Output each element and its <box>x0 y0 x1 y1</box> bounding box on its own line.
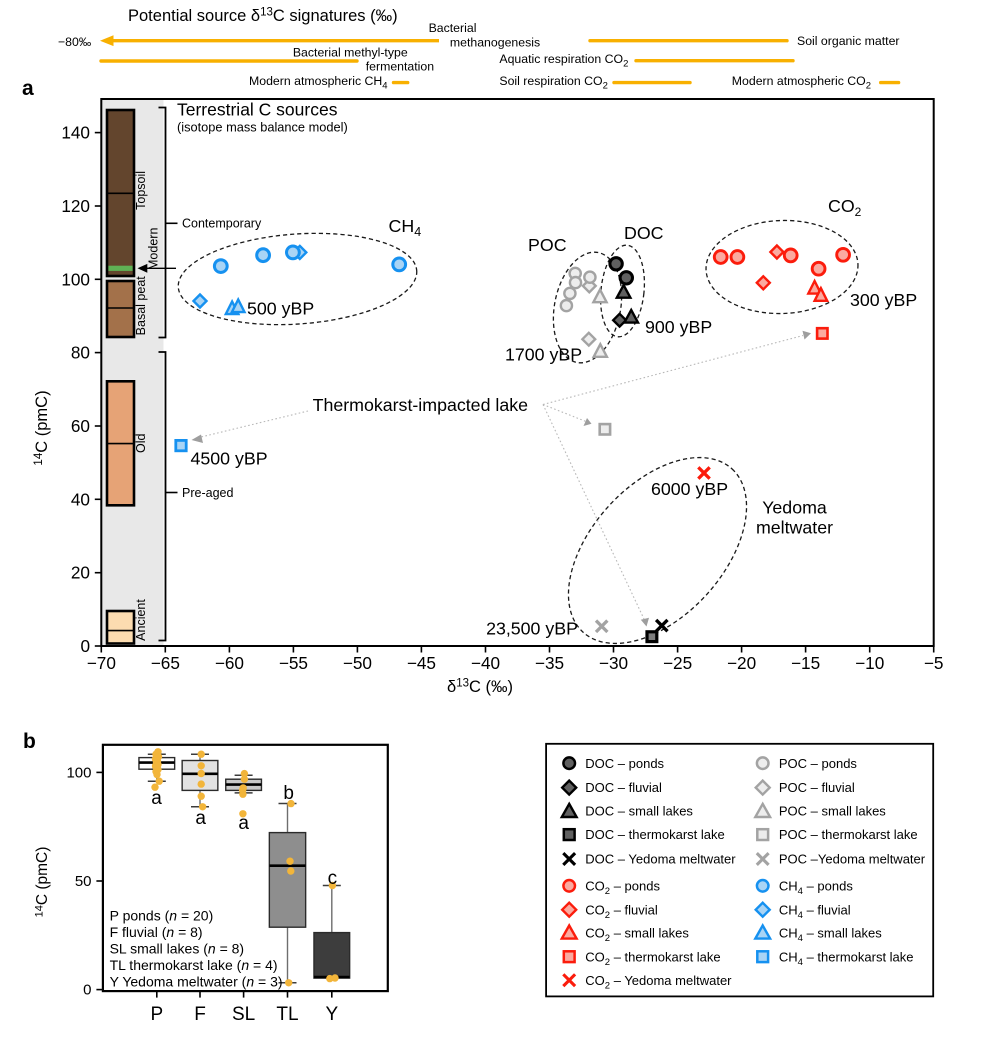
svg-text:P: P <box>150 1004 163 1025</box>
svg-text:POC – small lakes: POC – small lakes <box>779 804 886 819</box>
svg-text:POC –Yedoma meltwater: POC –Yedoma meltwater <box>779 852 926 867</box>
svg-text:50: 50 <box>75 873 92 890</box>
svg-text:Yedoma: Yedoma <box>762 498 827 518</box>
svg-text:−25: −25 <box>663 653 692 673</box>
svg-text:6000 yBP: 6000 yBP <box>651 479 728 499</box>
svg-text:SL small lakes (n = 8): SL small lakes (n = 8) <box>110 941 245 957</box>
svg-text:CO2 – small lakes: CO2 – small lakes <box>585 925 689 944</box>
svg-text:140: 140 <box>61 123 90 143</box>
svg-text:−45: −45 <box>407 653 436 673</box>
svg-text:Bacterial: Bacterial <box>429 21 477 35</box>
svg-text:Old: Old <box>134 434 148 454</box>
svg-text:F fluvial (n = 8): F fluvial (n = 8) <box>110 924 203 940</box>
svg-text:Basal peat: Basal peat <box>134 276 148 336</box>
svg-text:Topsoil: Topsoil <box>134 171 148 210</box>
svg-text:−10: −10 <box>855 653 884 673</box>
svg-text:Modern atmospheric CO2: Modern atmospheric CO2 <box>732 74 871 92</box>
svg-text:methanogenesis: methanogenesis <box>450 36 540 50</box>
svg-text:(isotope mass balance model): (isotope mass balance model) <box>177 120 348 135</box>
svg-text:CH4: CH4 <box>389 216 422 239</box>
svg-text:CO2 – fluvial: CO2 – fluvial <box>585 902 658 921</box>
svg-text:Bacterial methyl-type: Bacterial methyl-type <box>293 45 408 59</box>
svg-text:40: 40 <box>71 489 90 509</box>
svg-text:POC – fluvial: POC – fluvial <box>779 780 855 795</box>
svg-text:900 yBP: 900 yBP <box>645 317 712 337</box>
svg-text:23,500 yBP: 23,500 yBP <box>486 619 578 639</box>
svg-text:60: 60 <box>71 416 90 436</box>
svg-text:c: c <box>328 868 338 889</box>
svg-text:4500 yBP: 4500 yBP <box>191 449 268 469</box>
svg-text:−5: −5 <box>924 653 944 673</box>
svg-text:−20: −20 <box>727 653 756 673</box>
svg-text:a: a <box>151 788 162 809</box>
svg-text:CO2 – thermokarst lake: CO2 – thermokarst lake <box>585 949 720 968</box>
svg-text:SL: SL <box>232 1004 255 1025</box>
svg-text:fermentation: fermentation <box>366 60 435 74</box>
svg-text:14C (pmC): 14C (pmC) <box>33 390 51 465</box>
svg-text:0: 0 <box>83 982 91 999</box>
svg-text:DOC – fluvial: DOC – fluvial <box>585 780 662 795</box>
svg-text:DOC: DOC <box>624 223 664 243</box>
svg-text:500 yBP: 500 yBP <box>247 299 314 319</box>
svg-text:100: 100 <box>61 269 90 289</box>
svg-text:DOC – small lakes: DOC – small lakes <box>585 804 693 819</box>
svg-text:DOC – thermokarst lake: DOC – thermokarst lake <box>585 827 724 842</box>
svg-text:CH4 – thermokarst lake: CH4 – thermokarst lake <box>779 949 914 968</box>
svg-text:120: 120 <box>61 196 90 216</box>
svg-text:Soil respiration CO2: Soil respiration CO2 <box>499 74 608 92</box>
svg-text:CO2 – ponds: CO2 – ponds <box>585 878 660 897</box>
svg-text:−50: −50 <box>343 653 372 673</box>
svg-text:100: 100 <box>66 764 91 781</box>
svg-text:−65: −65 <box>151 653 180 673</box>
svg-text:80: 80 <box>71 343 90 363</box>
svg-text:−15: −15 <box>791 653 820 673</box>
svg-text:CH4 – ponds: CH4 – ponds <box>779 878 853 897</box>
svg-text:Pre-aged: Pre-aged <box>182 486 233 500</box>
svg-text:Y Yedoma meltwater (n = 3): Y Yedoma meltwater (n = 3) <box>110 974 283 990</box>
svg-text:Modern: Modern <box>147 228 161 270</box>
svg-text:b: b <box>283 783 294 804</box>
svg-text:a: a <box>22 77 34 100</box>
svg-text:CH4 – small lakes: CH4 – small lakes <box>779 925 882 944</box>
svg-text:−30: −30 <box>599 653 628 673</box>
svg-text:CO2: CO2 <box>828 196 862 219</box>
svg-text:Soil organic matter: Soil organic matter <box>797 34 900 48</box>
svg-text:CO2 – Yedoma meltwater: CO2 – Yedoma meltwater <box>585 973 732 992</box>
svg-text:1700 yBP: 1700 yBP <box>505 345 582 365</box>
svg-text:DOC – ponds: DOC – ponds <box>585 756 664 771</box>
svg-text:300 yBP: 300 yBP <box>850 290 917 310</box>
svg-text:14C (pmC): 14C (pmC) <box>34 847 52 918</box>
svg-text:CH4 – fluvial: CH4 – fluvial <box>779 902 851 921</box>
svg-text:−55: −55 <box>279 653 308 673</box>
svg-text:Terrestrial C sources: Terrestrial C sources <box>177 100 338 120</box>
svg-text:Modern atmospheric CH4: Modern atmospheric CH4 <box>249 74 388 92</box>
svg-text:0: 0 <box>80 636 90 656</box>
svg-text:−40: −40 <box>471 653 500 673</box>
svg-text:TL thermokarst lake (n = 4): TL thermokarst lake (n = 4) <box>110 957 278 973</box>
svg-text:Thermokarst-impacted lake: Thermokarst-impacted lake <box>313 395 529 415</box>
svg-text:F: F <box>194 1004 206 1025</box>
svg-text:Potential source δ13C signatur: Potential source δ13C signatures (‰) <box>128 7 398 26</box>
svg-text:Ancient: Ancient <box>134 599 148 641</box>
svg-text:b: b <box>23 730 36 753</box>
svg-text:POC: POC <box>528 235 567 255</box>
svg-text:meltwater: meltwater <box>756 518 833 538</box>
svg-text:DOC – Yedoma meltwater: DOC – Yedoma meltwater <box>585 852 736 867</box>
svg-text:Aquatic respiration CO2: Aquatic respiration CO2 <box>499 52 628 70</box>
svg-text:a: a <box>195 808 206 829</box>
svg-text:TL: TL <box>276 1004 298 1025</box>
svg-text:Contemporary: Contemporary <box>182 217 262 231</box>
svg-text:Y: Y <box>325 1004 338 1025</box>
svg-text:POC – thermokarst lake: POC – thermokarst lake <box>779 827 918 842</box>
svg-text:−60: −60 <box>215 653 244 673</box>
svg-text:−70: −70 <box>87 653 116 673</box>
svg-text:a: a <box>238 813 249 834</box>
svg-text:20: 20 <box>71 563 90 583</box>
svg-text:POC – ponds: POC – ponds <box>779 756 858 771</box>
svg-text:−35: −35 <box>535 653 564 673</box>
svg-text:P ponds (n = 20): P ponds (n = 20) <box>110 908 214 924</box>
svg-text:−80‰: −80‰ <box>58 35 91 49</box>
